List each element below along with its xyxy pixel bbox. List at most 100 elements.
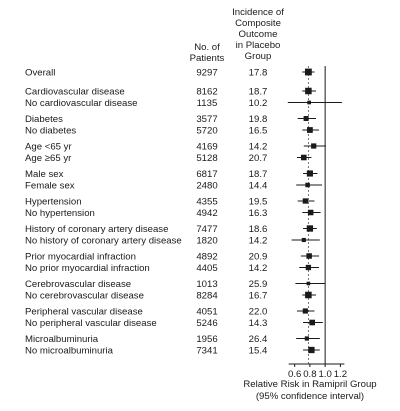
point-estimate-marker	[307, 100, 311, 105]
row-placebo-incidence: 14.2	[249, 263, 268, 274]
row-placebo-incidence: 14.3	[249, 318, 268, 329]
point-estimate-marker	[302, 198, 308, 204]
row-placebo-incidence: 20.9	[249, 252, 268, 263]
row-patient-count: 7477	[196, 224, 217, 235]
x-axis-label-line-1: Relative Risk in Ramipril Group	[243, 379, 376, 390]
row-placebo-incidence: 19.8	[249, 114, 268, 125]
row-label: Hypertension	[25, 197, 82, 208]
row-placebo-incidence: 18.7	[249, 169, 268, 180]
column-headers: No. of Patients Incidence of Composite O…	[190, 7, 285, 64]
row-label: Cerebrovascular disease	[25, 279, 131, 290]
point-estimate-marker	[305, 291, 312, 299]
row-placebo-incidence: 17.8	[249, 68, 268, 79]
row-patient-count: 4169	[196, 142, 217, 153]
incidence-header-line-3: Outcome	[239, 29, 278, 40]
row-placebo-incidence: 18.6	[249, 224, 268, 235]
row-label: No cerebrovascular disease	[25, 291, 144, 302]
row-placebo-incidence: 26.4	[249, 334, 268, 345]
row-patient-count: 4051	[196, 307, 217, 318]
row-label: No peripheral vascular disease	[25, 318, 157, 329]
point-estimate-marker	[309, 319, 316, 326]
point-estimate-marker	[306, 225, 314, 232]
row-patient-count: 1956	[196, 334, 217, 345]
row-patient-count: 5246	[196, 318, 217, 329]
row-label: Age ≥65 yr	[25, 153, 72, 164]
row-patient-count: 1820	[196, 236, 217, 247]
x-axis-tick-label: 1.2	[334, 369, 347, 380]
row-label: Female sex	[25, 181, 75, 192]
point-estimate-marker	[301, 154, 307, 161]
row-placebo-incidence: 25.9	[249, 279, 268, 290]
point-estimate-marker	[304, 336, 309, 341]
x-axis-tick-label: 1.0	[318, 369, 331, 380]
point-estimate-marker	[303, 116, 309, 121]
row-placebo-incidence: 16.3	[249, 208, 268, 219]
point-estimate-marker	[306, 253, 312, 259]
row-placebo-incidence: 22.0	[249, 307, 268, 318]
row-patient-count: 1135	[197, 98, 218, 109]
row-placebo-incidence: 10.2	[249, 98, 268, 109]
point-estimate-marker	[305, 182, 310, 188]
row-label: No prior myocardial infraction	[25, 263, 150, 274]
row-placebo-incidence: 20.7	[249, 153, 268, 164]
point-estimate-marker	[306, 170, 313, 177]
x-axis-label: Relative Risk in Ramipril Group (95% con…	[243, 379, 376, 402]
x-axis: 0.6 0.8 1.0 1.2	[288, 363, 347, 380]
point-estimate-marker	[301, 237, 306, 243]
incidence-header-line-5: Group	[245, 51, 272, 62]
row-placebo-incidence: 18.7	[249, 87, 268, 98]
row-patient-count: 4942	[196, 208, 217, 219]
row-placebo-incidence: 16.5	[249, 126, 268, 137]
row-patient-count: 5128	[196, 153, 217, 164]
row-label: Male sex	[25, 169, 64, 180]
n-header-line-1: No. of	[194, 42, 220, 53]
row-group: Overall 9297 17.8 Cardiovascular disease 816…	[25, 68, 268, 357]
x-axis-tick-label: 0.6	[288, 369, 301, 380]
incidence-header-line-1: Incidence of	[232, 7, 284, 18]
incidence-header-line-4: in Placebo	[236, 40, 281, 51]
row-patient-count: 6817	[196, 169, 217, 180]
row-label: Diabetes	[25, 114, 63, 125]
row-patient-count: 7341	[196, 346, 217, 357]
point-estimate-marker	[302, 308, 308, 314]
row-label: Cardiovascular disease	[25, 87, 125, 98]
point-estimate-marker	[306, 281, 311, 286]
row-placebo-incidence: 14.2	[249, 236, 268, 247]
row-label: Peripheral vascular disease	[25, 307, 143, 318]
plot-area	[287, 66, 342, 364]
row-patient-count: 9297	[196, 68, 217, 79]
row-patient-count: 3577	[196, 114, 217, 125]
row-label: History of coronary artery disease	[25, 224, 168, 235]
row-label: No history of coronary artery disease	[25, 236, 182, 247]
row-patient-count: 8284	[196, 291, 218, 302]
row-patient-count: 4405	[196, 263, 217, 274]
row-label: Microalbuminuria	[25, 334, 99, 345]
row-patient-count: 2480	[196, 181, 217, 192]
row-label: No diabetes	[25, 126, 76, 137]
point-estimate-marker	[311, 143, 317, 149]
x-axis-label-line-2: (95% confidence interval)	[256, 391, 364, 402]
row-placebo-incidence: 14.2	[249, 142, 268, 153]
row-patient-count: 4355	[196, 197, 217, 208]
row-placebo-incidence: 14.4	[249, 181, 268, 192]
n-header-line-2: Patients	[190, 53, 225, 64]
row-label: Age <65 yr	[25, 142, 72, 153]
row-label: No hypertension	[25, 208, 95, 219]
point-estimate-marker	[305, 87, 312, 95]
row-patient-count: 1013	[196, 279, 217, 290]
point-estimate-marker	[305, 264, 312, 271]
incidence-header-line-2: Composite	[235, 18, 281, 29]
row-patient-count: 5720	[196, 126, 217, 137]
x-axis-tick-label: 0.8	[303, 369, 316, 380]
point-estimate-marker	[307, 127, 313, 133]
row-patient-count: 4892	[196, 252, 217, 263]
row-label: No microalbuminuria	[25, 346, 114, 357]
row-label: No cardiovascular disease	[25, 98, 138, 109]
row-label: Overall	[25, 68, 55, 79]
point-estimate-marker	[304, 68, 312, 76]
row-placebo-incidence: 19.5	[249, 197, 268, 208]
point-estimate-marker	[308, 346, 315, 354]
row-placebo-incidence: 16.7	[249, 291, 268, 302]
row-patient-count: 8162	[196, 87, 217, 98]
